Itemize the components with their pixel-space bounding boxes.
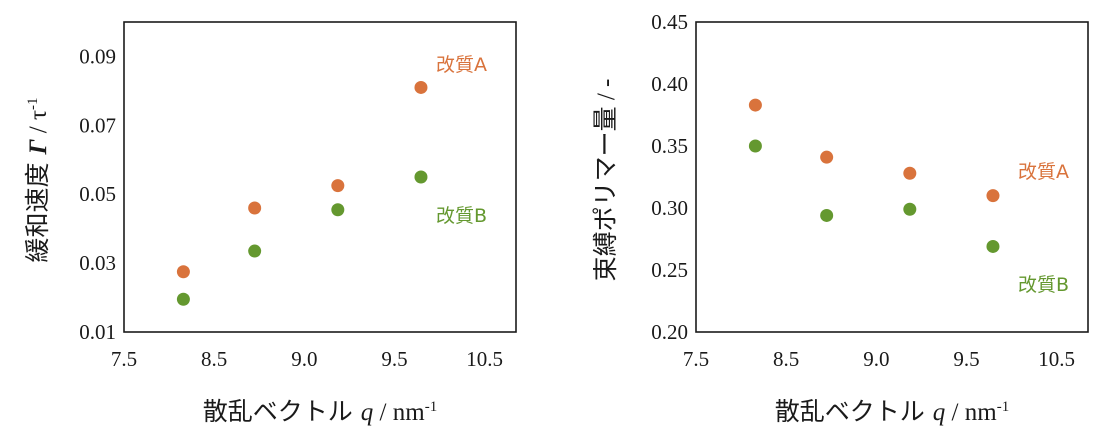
y-tick-label-right: 0.35 xyxy=(651,134,688,158)
series-label-b-right: 改質B xyxy=(1018,274,1069,296)
data-point-a-right xyxy=(903,166,917,180)
data-point-b-left xyxy=(176,292,190,306)
data-point-b-right xyxy=(820,208,834,222)
data-point-b-right xyxy=(903,202,917,216)
series-label-b-left: 改質B xyxy=(436,205,487,227)
x-tick-label-right: 10.5 xyxy=(1038,347,1075,371)
y-tick-label-right: 0.30 xyxy=(651,196,688,220)
y-tick-label-left: 0.05 xyxy=(79,182,116,206)
x-tick-label-left: 7.5 xyxy=(111,347,137,371)
x-tick-label-right: 9.5 xyxy=(953,347,979,371)
y-tick-label-left: 0.03 xyxy=(79,251,116,275)
y-tick-label-left: 0.01 xyxy=(79,320,116,344)
x-tick-label-right: 9.0 xyxy=(863,347,889,371)
y-axis-label-sup: -1 xyxy=(25,97,41,110)
y-axis-label-var: Γ xyxy=(25,139,52,156)
x-axis-label-var: q xyxy=(933,399,946,426)
chart-bound-polymer: 0.20 0.25 0.30 0.35 0.40 0.45 7.5 8.5 9.0 9.5 10.… xyxy=(591,10,1089,426)
data-point-a-right xyxy=(748,98,762,112)
x-tick-label-left: 9.0 xyxy=(291,347,317,371)
data-points-left xyxy=(176,80,428,306)
x-axis-label-var: q xyxy=(361,399,374,426)
x-tick-label-right: 8.5 xyxy=(773,347,799,371)
y-axis-label-right: 束縛ポリマー量 / - xyxy=(591,79,620,282)
data-point-b-left xyxy=(414,170,428,184)
data-point-b-right xyxy=(986,239,1000,253)
x-axis-label-sup: -1 xyxy=(425,399,438,415)
x-tick-label-left: 10.5 xyxy=(466,347,503,371)
y-tick-label-left: 0.07 xyxy=(79,113,116,137)
x-tick-labels-right: 7.5 8.5 9.0 9.5 10.5 xyxy=(683,347,1075,371)
x-axis-label-unit: / nm xyxy=(373,399,425,426)
y-tick-label-right: 0.40 xyxy=(651,72,688,96)
x-axis-label-right: 散乱ベクトル q / nm-1 xyxy=(775,397,1009,426)
data-point-a-left xyxy=(414,80,428,94)
y-axis-label-main: 束縛ポリマー量 xyxy=(591,106,620,281)
data-point-b-left xyxy=(331,203,345,217)
data-point-a-right xyxy=(986,189,1000,203)
series-label-a-right: 改質A xyxy=(1018,161,1069,183)
data-point-a-left xyxy=(248,201,262,215)
data-point-a-left xyxy=(331,179,345,193)
plot-frame-right xyxy=(695,21,1089,333)
y-tick-label-right: 0.45 xyxy=(651,10,688,34)
x-tick-label-left: 8.5 xyxy=(201,347,227,371)
x-tick-label-right: 7.5 xyxy=(683,347,709,371)
data-point-a-right xyxy=(820,150,834,164)
series-label-a-left: 改質A xyxy=(436,54,487,76)
x-axis-label-main: 散乱ベクトル xyxy=(775,397,925,426)
y-axis-label-unit: / - xyxy=(593,79,620,107)
chart-relaxation-rate: 0.01 0.03 0.05 0.07 0.09 7.5 8.5 9.0 9.5 10.5 改質… xyxy=(23,21,517,426)
y-axis-label-left: 緩和速度 Γ / τ-1 xyxy=(23,97,52,262)
y-tick-labels-left: 0.01 0.03 0.05 0.07 0.09 xyxy=(79,44,116,344)
x-axis-label-main: 散乱ベクトル xyxy=(203,397,353,426)
y-tick-label-left: 0.09 xyxy=(79,44,116,68)
data-point-b-left xyxy=(248,244,262,258)
y-tick-labels-right: 0.20 0.25 0.30 0.35 0.40 0.45 xyxy=(651,10,688,344)
y-axis-label-main: 緩和速度 xyxy=(23,163,52,263)
y-axis-label-unit: / τ xyxy=(25,110,52,140)
data-point-b-right xyxy=(748,139,762,153)
x-axis-label-unit: / nm xyxy=(945,399,997,426)
data-point-a-left xyxy=(176,265,190,279)
plot-frame-left xyxy=(123,21,517,333)
x-axis-label-left: 散乱ベクトル q / nm-1 xyxy=(203,397,437,426)
x-tick-labels-left: 7.5 8.5 9.0 9.5 10.5 xyxy=(111,347,503,371)
x-tick-label-left: 9.5 xyxy=(381,347,407,371)
y-tick-label-right: 0.25 xyxy=(651,258,688,282)
data-points-right xyxy=(748,98,1000,253)
x-axis-label-sup: -1 xyxy=(997,399,1010,415)
y-tick-label-right: 0.20 xyxy=(651,320,688,344)
